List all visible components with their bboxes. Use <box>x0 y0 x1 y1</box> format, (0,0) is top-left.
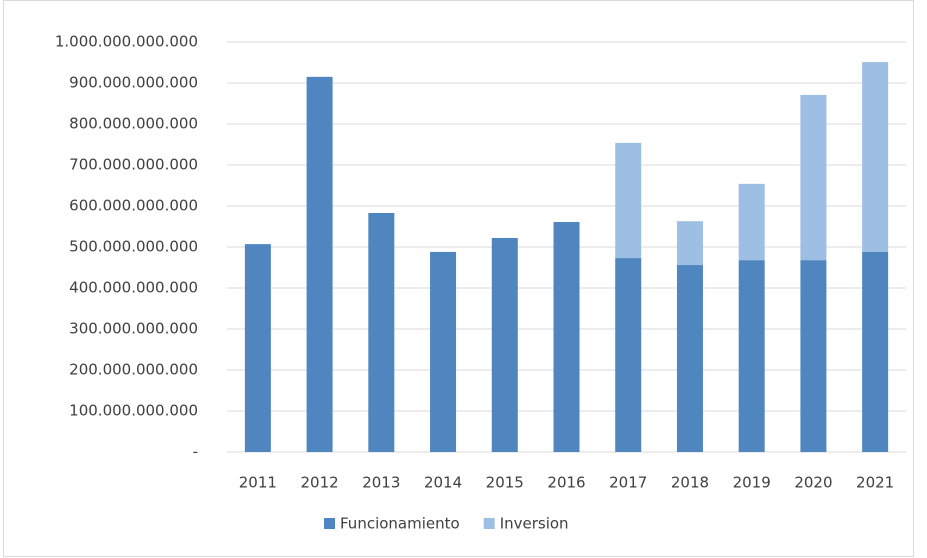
x-tick-label: 2019 <box>733 474 771 492</box>
y-tick-label: 900.000.000.000 <box>69 74 198 92</box>
x-tick-label: 2013 <box>362 474 400 492</box>
bar-segment <box>615 142 642 259</box>
x-tick-label: 2021 <box>856 474 894 492</box>
bar-segment <box>800 94 827 261</box>
y-tick-label: 100.000.000.000 <box>69 402 198 420</box>
y-tick-label: 400.000.000.000 <box>69 279 198 297</box>
x-tick-label: 2018 <box>671 474 709 492</box>
bar-segment <box>676 221 703 266</box>
y-tick-label: 200.000.000.000 <box>69 361 198 379</box>
y-tick-label: 1.000.000.000.000 <box>55 33 198 51</box>
bar-segment <box>738 260 765 452</box>
bar-segment <box>862 251 889 452</box>
bar-segment <box>430 251 457 452</box>
x-tick-label: 2014 <box>424 474 462 492</box>
y-tick-label: 300.000.000.000 <box>69 320 198 338</box>
bar-segment <box>615 258 642 452</box>
y-tick-label: 800.000.000.000 <box>69 115 198 133</box>
bar-segment <box>244 244 271 452</box>
bar-segment <box>800 260 827 452</box>
bar-segment <box>738 183 765 261</box>
x-tick-label: 2020 <box>794 474 832 492</box>
x-tick-label: 2011 <box>239 474 277 492</box>
bar-segment <box>306 76 333 452</box>
bar-segment <box>676 265 703 452</box>
bar-segment <box>491 237 518 452</box>
legend-swatch <box>324 518 335 529</box>
y-tick-label: 700.000.000.000 <box>69 156 198 174</box>
y-tick-label: - <box>193 443 198 461</box>
bar-segment <box>862 62 889 252</box>
y-tick-label: 500.000.000.000 <box>69 238 198 256</box>
x-tick-label: 2012 <box>300 474 338 492</box>
y-tick-label: 600.000.000.000 <box>69 197 198 215</box>
legend-swatch <box>483 518 495 529</box>
x-tick-label: 2015 <box>486 474 524 492</box>
x-tick-label: 2016 <box>547 474 585 492</box>
bar-segment <box>553 221 580 452</box>
x-tick-label: 2017 <box>609 474 647 492</box>
legend-label: Inversion <box>500 515 569 533</box>
legend-label: Funcionamiento <box>340 515 460 533</box>
bar-segment <box>368 212 395 452</box>
